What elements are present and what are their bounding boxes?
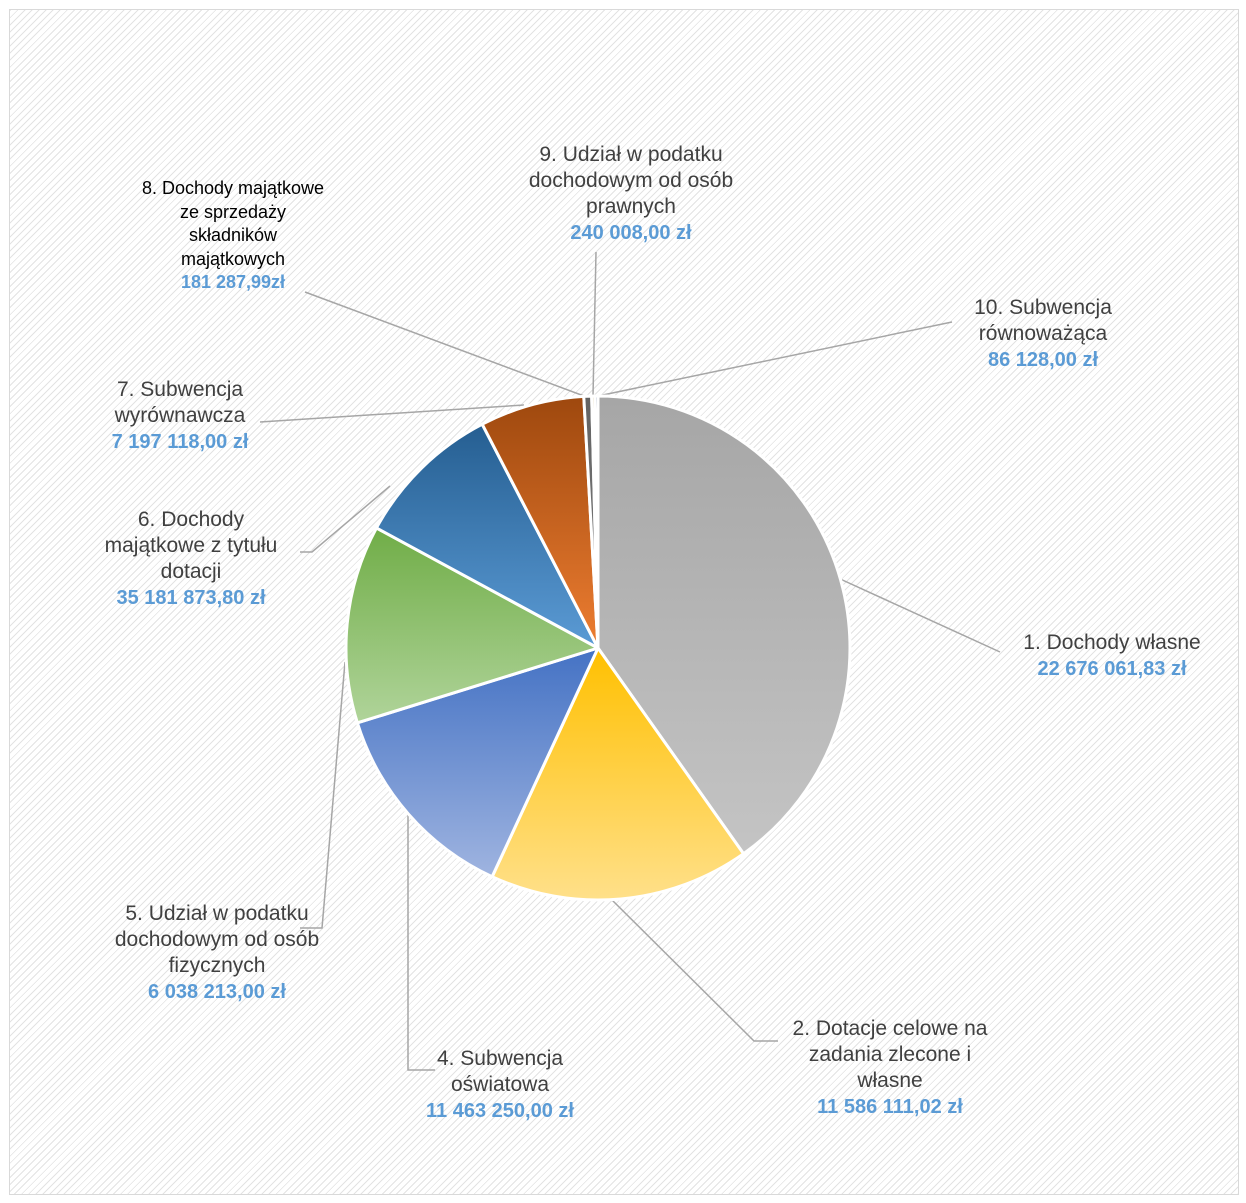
pie-slice-s10 xyxy=(593,394,600,650)
slice-label-text: 5. Udział w podatku xyxy=(125,902,309,925)
slice-label-text: 9. Udział w podatku xyxy=(539,143,723,166)
slice-value-text: 6 038 213,00 zł xyxy=(148,981,286,1003)
slice-label-text: dochodowym od osób xyxy=(114,928,320,951)
slice-label-text: 7. Subwencja xyxy=(116,378,244,401)
data-label-s9: 9. Udział w podatku dochodowym od osób pra… xyxy=(496,142,766,246)
data-label-s2: 2. Dotacje celowe na zadania zlecone i wła… xyxy=(760,1016,1020,1120)
slice-label-text: fizycznych xyxy=(168,954,266,977)
leader-line-s9 xyxy=(592,251,597,397)
data-label-s1: 1. Dochody własne 22 676 061,83 zł xyxy=(962,630,1246,682)
slice-label-text: równoważąca xyxy=(978,322,1108,345)
slice-value-text: 7 197 118,00 zł xyxy=(111,431,249,453)
pie-slice-s1 xyxy=(596,394,852,856)
slice-label-text: dotacji xyxy=(160,560,222,583)
slice-label-text: prawnych xyxy=(586,195,676,218)
data-label-s7: 7. Subwencja wyrównawcza 7 197 118,00 zł xyxy=(70,377,290,455)
slice-label-text: 4. Subwencja xyxy=(436,1047,564,1070)
slice-label-text: majątkowych xyxy=(180,248,286,269)
slice-value-text: 22 676 061,83 zł xyxy=(1037,658,1187,680)
slice-label-text: własne xyxy=(857,1069,923,1092)
slice-label-text: oświatowa xyxy=(450,1073,550,1096)
slice-label-text: ze sprzedaży xyxy=(179,201,287,222)
slice-label-text: 8. Dochody majątkowe xyxy=(141,178,325,198)
leader-line-s4 xyxy=(407,812,435,1071)
leader-line-s5 xyxy=(300,661,346,929)
slice-value-text: 35 181 873,80 zł xyxy=(116,587,266,609)
leader-line-s6 xyxy=(300,485,391,553)
pie-slice-s6 xyxy=(374,422,600,650)
slice-value-text: 11 463 250,00 zł xyxy=(426,1100,574,1122)
slice-label-text: 2. Dotacje celowe na xyxy=(792,1017,988,1040)
data-label-s10: 10. Subwencja równoważąca 86 128,00 zł xyxy=(938,295,1148,373)
slice-label-text: zadania zlecone i xyxy=(808,1043,972,1066)
leader-line-s8 xyxy=(304,291,585,397)
slice-value-text: 181 287,99zł xyxy=(180,272,286,292)
leader-line-s1 xyxy=(837,577,1001,653)
leader-line-s10 xyxy=(597,321,953,397)
slice-value-text: 86 128,00 zł xyxy=(987,349,1099,371)
slice-label-text: 6. Dochody xyxy=(137,508,245,531)
slice-label-text: wyrównawcza xyxy=(114,404,246,427)
pie-slice-s2 xyxy=(490,646,746,902)
data-label-s4: 4. Subwencja oświatowa 11 463 250,00 zł xyxy=(400,1046,600,1124)
slice-label-text: składników xyxy=(188,225,278,245)
data-label-s8: 8. Dochody majątkowe ze sprzedaży składnik… xyxy=(108,177,358,295)
slice-value-text: 240 008,00 zł xyxy=(570,222,692,244)
slice-label-text: 1. Dochody własne xyxy=(1023,631,1201,654)
pie-slice-s5 xyxy=(344,526,600,725)
slice-label-text: majątkowe z tytułu xyxy=(104,534,278,557)
data-label-s6: 6. Dochody majątkowe z tytułu dotacji 35 18… xyxy=(66,507,316,611)
slice-label-text: dochodowym od osób xyxy=(528,169,734,192)
leader-line-s2 xyxy=(609,897,778,1042)
slice-label-text: 10. Subwencja xyxy=(974,296,1112,319)
slice-value-text: 11 586 111,02 zł xyxy=(817,1096,963,1118)
pie-slice-s7 xyxy=(480,394,600,650)
data-label-s5: 5. Udział w podatku dochodowym od osób fiz… xyxy=(82,901,352,1005)
leader-line-s7 xyxy=(259,404,525,423)
